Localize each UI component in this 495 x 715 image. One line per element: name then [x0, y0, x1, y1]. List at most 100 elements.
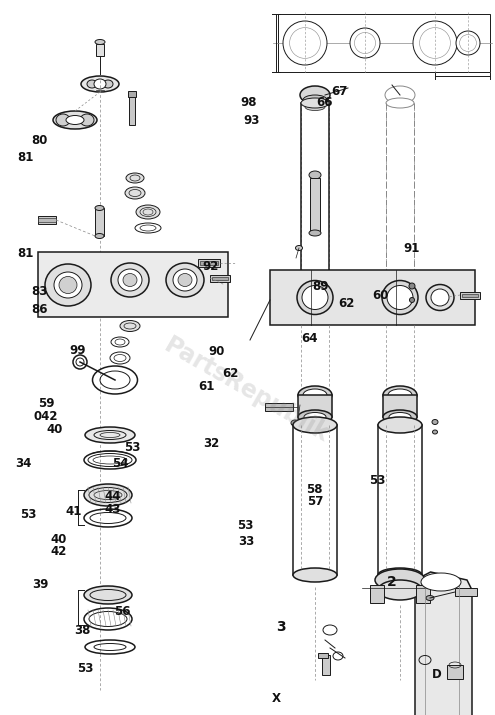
Ellipse shape — [56, 114, 70, 126]
Text: 53: 53 — [369, 474, 386, 487]
Text: 53: 53 — [124, 441, 141, 454]
Ellipse shape — [378, 568, 422, 582]
Ellipse shape — [305, 104, 325, 111]
Text: 34: 34 — [15, 457, 32, 470]
Text: 32: 32 — [203, 437, 219, 450]
Ellipse shape — [302, 285, 328, 310]
Ellipse shape — [433, 430, 438, 434]
Text: 3: 3 — [276, 620, 286, 634]
Ellipse shape — [389, 413, 411, 422]
Ellipse shape — [296, 245, 302, 250]
Bar — [38, 218, 56, 222]
Bar — [462, 294, 478, 297]
Ellipse shape — [432, 420, 438, 425]
Ellipse shape — [173, 269, 197, 291]
Bar — [278, 14, 490, 72]
Text: 42: 42 — [50, 546, 67, 558]
Ellipse shape — [85, 427, 135, 443]
Ellipse shape — [426, 596, 434, 601]
Ellipse shape — [125, 187, 145, 199]
Text: 62: 62 — [222, 367, 239, 380]
Text: 40: 40 — [46, 423, 63, 435]
Text: 91: 91 — [403, 242, 420, 255]
Text: 98: 98 — [241, 96, 257, 109]
Text: 80: 80 — [31, 134, 48, 147]
Text: 38: 38 — [74, 624, 91, 637]
Ellipse shape — [95, 234, 104, 239]
Ellipse shape — [388, 389, 412, 401]
Ellipse shape — [81, 76, 119, 92]
Text: 62: 62 — [338, 297, 355, 310]
Ellipse shape — [111, 263, 149, 297]
Ellipse shape — [304, 413, 326, 422]
Ellipse shape — [95, 205, 104, 210]
Ellipse shape — [375, 569, 425, 591]
Bar — [383, 395, 417, 417]
Ellipse shape — [298, 410, 332, 424]
Text: PartsRepublik: PartsRepublik — [160, 333, 334, 447]
Bar — [38, 252, 228, 317]
Bar — [128, 91, 136, 97]
Bar — [298, 395, 332, 417]
Ellipse shape — [84, 484, 132, 506]
Text: 83: 83 — [31, 285, 48, 298]
Ellipse shape — [431, 289, 449, 306]
Ellipse shape — [166, 263, 204, 297]
Text: X: X — [272, 692, 281, 705]
Ellipse shape — [378, 417, 422, 433]
Text: 93: 93 — [243, 114, 260, 127]
Bar — [129, 95, 135, 125]
Ellipse shape — [45, 264, 91, 306]
Text: 92: 92 — [202, 260, 219, 273]
Ellipse shape — [54, 272, 82, 298]
Ellipse shape — [300, 86, 330, 104]
Text: 90: 90 — [208, 345, 225, 358]
Text: 56: 56 — [114, 605, 131, 618]
Text: 53: 53 — [77, 662, 94, 675]
Bar — [447, 665, 463, 679]
PathPatch shape — [415, 572, 472, 715]
Ellipse shape — [66, 116, 84, 124]
Ellipse shape — [283, 21, 327, 65]
Ellipse shape — [456, 31, 480, 55]
Ellipse shape — [386, 98, 414, 108]
Bar — [265, 403, 293, 411]
Text: 43: 43 — [104, 503, 121, 516]
Ellipse shape — [298, 386, 332, 404]
Text: 53: 53 — [237, 519, 254, 532]
Ellipse shape — [293, 417, 337, 433]
Ellipse shape — [309, 171, 321, 179]
Ellipse shape — [382, 280, 418, 315]
Ellipse shape — [95, 39, 105, 44]
Bar — [310, 178, 320, 233]
Ellipse shape — [350, 28, 380, 58]
Text: 33: 33 — [238, 536, 254, 548]
Ellipse shape — [413, 21, 457, 65]
Bar — [298, 395, 332, 417]
Text: 89: 89 — [312, 280, 329, 292]
Ellipse shape — [178, 274, 192, 287]
Ellipse shape — [103, 80, 113, 88]
Bar — [322, 655, 330, 675]
Text: 81: 81 — [17, 247, 34, 260]
Ellipse shape — [118, 269, 142, 291]
Text: 58: 58 — [306, 483, 323, 495]
Bar — [38, 216, 56, 224]
Ellipse shape — [291, 420, 299, 426]
Bar — [310, 178, 320, 233]
Ellipse shape — [421, 573, 461, 591]
Text: 39: 39 — [32, 578, 49, 591]
Text: 60: 60 — [372, 289, 389, 302]
Ellipse shape — [303, 95, 327, 105]
Text: 2: 2 — [387, 575, 397, 589]
Ellipse shape — [84, 586, 132, 604]
Ellipse shape — [94, 79, 106, 89]
Bar — [416, 585, 430, 603]
Text: 53: 53 — [20, 508, 37, 521]
Text: 41: 41 — [65, 505, 82, 518]
Text: 40: 40 — [50, 533, 67, 546]
Ellipse shape — [53, 111, 97, 129]
Ellipse shape — [293, 568, 337, 582]
Text: 67: 67 — [331, 85, 347, 98]
Ellipse shape — [426, 285, 454, 310]
